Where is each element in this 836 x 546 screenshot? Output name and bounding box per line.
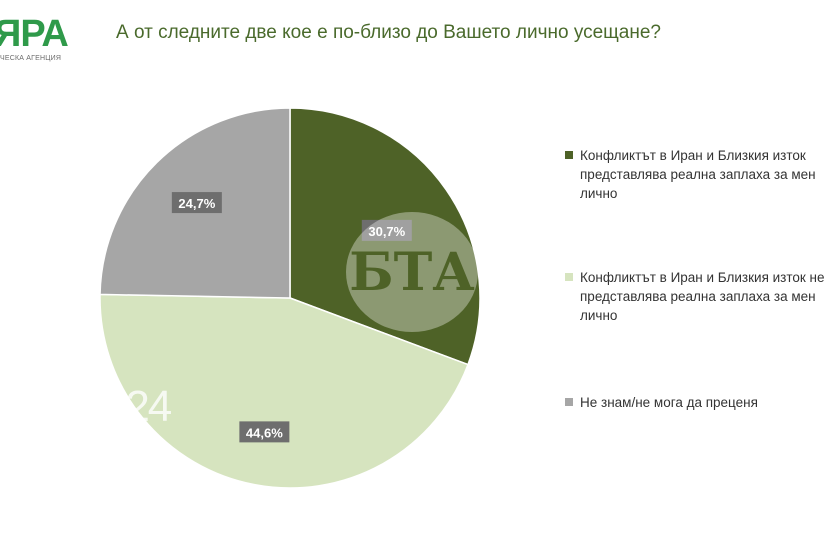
watermark-bta-text: БТА bbox=[349, 242, 474, 303]
logo: ЯРА ЧЕСКА АГЕНЦИЯ bbox=[0, 14, 80, 64]
watermark-emblem bbox=[346, 212, 478, 332]
data-label-box bbox=[171, 192, 222, 214]
legend-swatch bbox=[565, 273, 573, 281]
legend-item: Конфликтът в Иран и Близкия изток не пре… bbox=[565, 268, 830, 325]
data-label-text: 24,7% bbox=[178, 196, 215, 211]
legend-item: Конфликтът в Иран и Близкия изток предст… bbox=[565, 146, 830, 203]
data-label: 30,7% bbox=[361, 219, 412, 241]
logo-text: ЯРА bbox=[0, 13, 69, 55]
pie-slice bbox=[99, 293, 469, 489]
data-label-text: 30,7% bbox=[368, 224, 405, 239]
legend-label: Конфликтът в Иран и Близкия изток не пре… bbox=[580, 270, 825, 323]
data-label-box bbox=[361, 219, 412, 241]
watermark-bta: БТА bbox=[346, 212, 478, 332]
chart-title: А от следните две кое е по-близо до Ваше… bbox=[116, 22, 661, 43]
data-label: 24,7% bbox=[171, 192, 222, 214]
legend-label: Конфликтът в Иран и Близкия изток предст… bbox=[580, 148, 816, 201]
data-label: 44,6% bbox=[239, 421, 290, 443]
legend-swatch bbox=[565, 151, 573, 159]
data-label-box bbox=[239, 421, 290, 443]
legend-label: Не знам/не мога да преценя bbox=[580, 395, 758, 410]
logo-subtitle: ЧЕСКА АГЕНЦИЯ bbox=[0, 55, 62, 62]
data-label-text: 44,6% bbox=[246, 425, 283, 440]
legend-item: Не знам/не мога да преценя bbox=[565, 393, 830, 412]
legend-swatch bbox=[565, 398, 573, 406]
